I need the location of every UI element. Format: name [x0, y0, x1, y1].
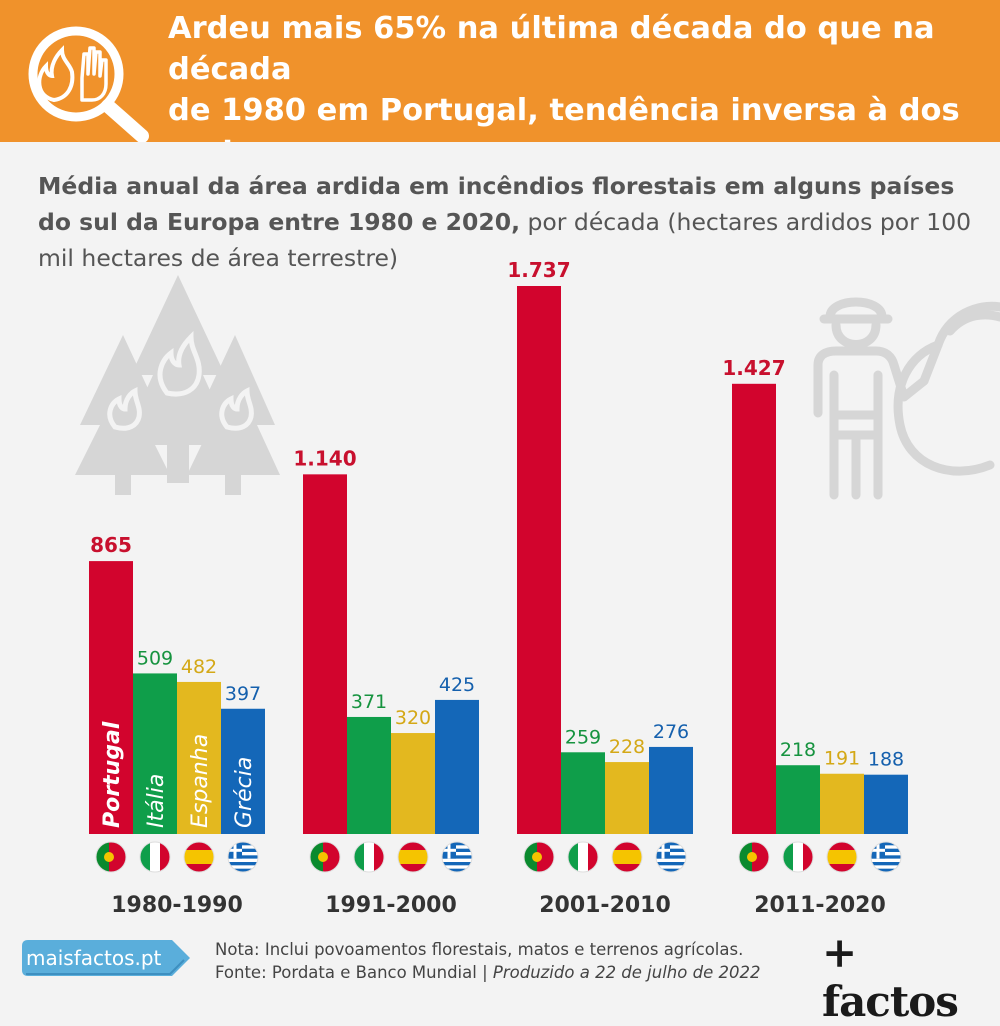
- greece-flag-icon: [655, 841, 687, 873]
- bar-italia-2001-2010: [561, 752, 605, 834]
- spain-flag-icon: [611, 841, 643, 873]
- portugal-flag-icon: [95, 841, 127, 873]
- legend-label-grecia: Grécia: [232, 757, 257, 828]
- value-label-portugal-2011-2020: 1.427: [722, 356, 785, 380]
- italy-flag-icon: [139, 841, 171, 873]
- value-label-grecia-1980-1990: 397: [225, 683, 261, 705]
- spain-flag-icon: [183, 841, 215, 873]
- magnifier-fire-hand-icon: [28, 26, 149, 142]
- bar-espanha-1991-2000: [391, 733, 435, 834]
- bar-portugal-1980-1990: [89, 561, 133, 834]
- italy-flag-icon: [782, 841, 814, 873]
- bar-grecia-1991-2000: [435, 699, 479, 834]
- source-text: Fonte: Pordata e Banco Mundial |: [215, 963, 493, 982]
- footer-note: Nota: Inclui povoamentos florestais, mat…: [215, 938, 760, 984]
- legend-label-espanha: Espanha: [188, 734, 213, 828]
- bar-espanha-2001-2010: [605, 762, 649, 834]
- value-label-espanha-1980-1990: 482: [181, 656, 217, 678]
- category-label-1991-2000: 1991-2000: [325, 893, 457, 918]
- site-badge: [22, 940, 190, 976]
- italy-flag-icon: [567, 841, 599, 873]
- legend-label-portugal: Portugal: [100, 721, 125, 828]
- bar-grecia-2011-2020: [864, 774, 908, 834]
- value-label-portugal-1980-1990: 865: [90, 533, 132, 557]
- legend-label-italia: Itália: [144, 774, 169, 828]
- value-label-grecia-2011-2020: 188: [868, 749, 904, 771]
- source-line: Fonte: Pordata e Banco Mundial | Produzi…: [215, 961, 760, 984]
- bar-espanha-2011-2020: [820, 773, 864, 834]
- value-label-espanha-2001-2010: 228: [609, 736, 645, 758]
- bar-italia-1980-1990: [133, 673, 177, 834]
- header-banner: Ardeu mais 65% na última década do que n…: [0, 0, 1000, 142]
- portugal-flag-icon: [309, 841, 341, 873]
- firefighter-icon: [813, 297, 1000, 500]
- value-label-grecia-2001-2010: 276: [653, 721, 689, 743]
- category-label-2001-2010: 2001-2010: [539, 893, 671, 918]
- spain-flag-icon: [826, 841, 858, 873]
- value-label-italia-2011-2020: 218: [780, 739, 816, 761]
- brand-logo: + factos: [822, 928, 959, 1026]
- italy-flag-icon: [353, 841, 385, 873]
- category-label-2011-2020: 2011-2020: [754, 893, 886, 918]
- subtitle-regular: por década (hectares ardidos por 100 mil…: [38, 208, 972, 272]
- value-label-grecia-1991-2000: 425: [439, 674, 475, 696]
- value-label-espanha-2011-2020: 191: [824, 748, 860, 770]
- header-title: Ardeu mais 65% na última década do que n…: [168, 11, 960, 142]
- category-label-1980-1990: 1980-1990: [111, 893, 243, 918]
- value-label-portugal-1991-2000: 1.140: [293, 446, 356, 470]
- burning-trees-icon: [75, 275, 280, 495]
- bar-grecia-2001-2010: [649, 746, 693, 834]
- value-label-portugal-2001-2010: 1.737: [507, 258, 570, 282]
- value-label-italia-1991-2000: 371: [351, 691, 387, 713]
- site-link[interactable]: maisfactos.pt: [26, 946, 162, 970]
- bar-portugal-2011-2020: [732, 383, 776, 834]
- bar-portugal-1991-2000: [303, 474, 347, 834]
- bar-portugal-2001-2010: [517, 286, 561, 834]
- greece-flag-icon: [441, 841, 473, 873]
- value-label-italia-1980-1990: 509: [137, 647, 173, 669]
- value-label-espanha-1991-2000: 320: [395, 707, 431, 729]
- note-text: Nota: Inclui povoamentos florestais, mat…: [215, 940, 744, 959]
- portugal-flag-icon: [523, 841, 555, 873]
- bar-chart: 865 Portugal 509 Itália 482 Espanha 397 Grécia 1…: [89, 258, 908, 918]
- value-label-italia-2001-2010: 259: [565, 726, 601, 748]
- greece-flag-icon: [227, 841, 259, 873]
- bar-espanha-1980-1990: [177, 681, 221, 834]
- bar-italia-2011-2020: [776, 765, 820, 834]
- chart-subtitle: Média anual da área ardida em incêndios …: [38, 168, 983, 276]
- portugal-flag-icon: [738, 841, 770, 873]
- bar-italia-1991-2000: [347, 716, 391, 834]
- greece-flag-icon: [870, 841, 902, 873]
- produced-date: Produzido a 22 de julho de 2022: [492, 963, 761, 982]
- spain-flag-icon: [397, 841, 429, 873]
- subtitle-bold: Média anual da área ardida em incêndios …: [38, 172, 955, 236]
- bar-grecia-1980-1990: [221, 708, 265, 834]
